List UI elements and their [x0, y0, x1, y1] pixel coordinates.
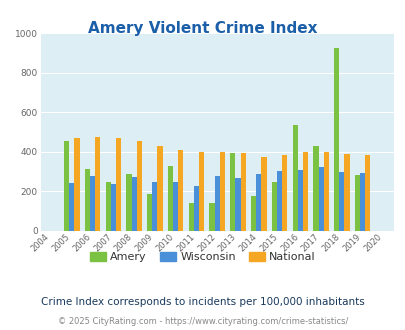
- Bar: [74, 138, 79, 231]
- Bar: [302, 152, 307, 231]
- Bar: [173, 182, 178, 231]
- Bar: [230, 153, 235, 231]
- Bar: [188, 203, 193, 231]
- Bar: [147, 194, 152, 231]
- Bar: [250, 196, 256, 231]
- Bar: [90, 176, 95, 231]
- Bar: [167, 166, 173, 231]
- Bar: [116, 138, 121, 231]
- Bar: [281, 155, 287, 231]
- Text: Crime Index corresponds to incidents per 100,000 inhabitants: Crime Index corresponds to incidents per…: [41, 297, 364, 307]
- Bar: [271, 182, 276, 231]
- Bar: [111, 184, 116, 231]
- Bar: [235, 178, 240, 231]
- Bar: [105, 182, 111, 231]
- Bar: [354, 175, 359, 231]
- Bar: [214, 176, 219, 231]
- Bar: [126, 174, 131, 231]
- Bar: [276, 171, 281, 231]
- Bar: [95, 137, 100, 231]
- Bar: [152, 182, 157, 231]
- Bar: [193, 186, 198, 231]
- Bar: [131, 177, 136, 231]
- Bar: [318, 167, 323, 231]
- Bar: [261, 157, 266, 231]
- Bar: [313, 146, 318, 231]
- Legend: Amery, Wisconsin, National: Amery, Wisconsin, National: [85, 248, 320, 267]
- Bar: [240, 153, 245, 231]
- Bar: [339, 172, 343, 231]
- Bar: [219, 152, 224, 231]
- Text: Amery Violent Crime Index: Amery Violent Crime Index: [88, 21, 317, 36]
- Bar: [69, 183, 74, 231]
- Bar: [343, 154, 349, 231]
- Bar: [64, 141, 69, 231]
- Bar: [209, 203, 214, 231]
- Bar: [297, 170, 302, 231]
- Bar: [364, 155, 369, 231]
- Bar: [136, 141, 141, 231]
- Bar: [292, 125, 297, 231]
- Bar: [359, 173, 364, 231]
- Bar: [198, 152, 204, 231]
- Bar: [178, 150, 183, 231]
- Bar: [333, 48, 339, 231]
- Bar: [85, 169, 90, 231]
- Bar: [256, 174, 261, 231]
- Text: © 2025 CityRating.com - https://www.cityrating.com/crime-statistics/: © 2025 CityRating.com - https://www.city…: [58, 317, 347, 326]
- Bar: [323, 152, 328, 231]
- Bar: [157, 146, 162, 231]
